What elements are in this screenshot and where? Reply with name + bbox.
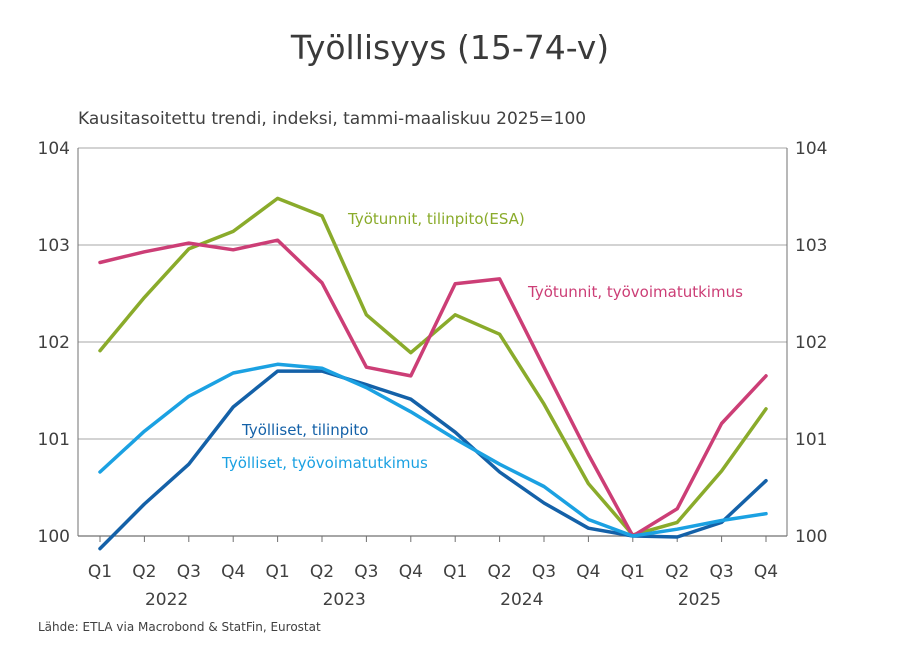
x-tick-label: Q3 [354, 562, 378, 582]
x-tick-label: Q4 [221, 562, 245, 582]
x-tick-label: Q1 [88, 562, 112, 582]
x-tick-label: Q4 [754, 562, 778, 582]
y-tick-label-right: 104 [795, 139, 827, 159]
y-tick-label-left: 102 [38, 333, 70, 353]
x-tick-label: Q2 [132, 562, 156, 582]
x-tick-label: Q3 [177, 562, 201, 582]
series-line-1 [98, 196, 768, 537]
y-tick-label-right: 103 [795, 236, 827, 256]
year-label: 2023 [323, 590, 366, 610]
x-tick-label: Q4 [576, 562, 600, 582]
series-labels: Työtunnit, tilinpito(ESA) Työtunnit, työv… [221, 210, 743, 472]
grid-lines [78, 147, 787, 537]
year-label: 2024 [500, 590, 543, 610]
y-tick-label-right: 102 [795, 333, 827, 353]
x-tick-label: Q4 [399, 562, 423, 582]
chart-title: Työllisyys (15-74-v) [290, 28, 610, 67]
x-tick-label: Q3 [709, 562, 733, 582]
y-tick-label-right: 100 [795, 527, 827, 547]
year-label: 2025 [678, 590, 721, 610]
series-label-2: Työtunnit, työvoimatutkimus [527, 283, 743, 301]
series-line-2 [98, 238, 768, 538]
y-tick-label-left: 103 [38, 236, 70, 256]
y-tick-label-left: 100 [38, 527, 70, 547]
chart-source: Lähde: ETLA via Macrobond & StatFin, Eur… [38, 620, 321, 634]
x-tick-label: Q1 [265, 562, 289, 582]
x-tick-label: Q2 [665, 562, 689, 582]
y-tick-label-right: 101 [795, 430, 827, 450]
x-tick-label: Q3 [532, 562, 556, 582]
series-label-4: Työlliset, työvoimatutkimus [221, 454, 428, 472]
axes: 100 100 101 101 102 102 103 103 104 104 Q1 Q2 Q3 Q4 Q1… [38, 139, 828, 610]
series-label-3: Työlliset, tilinpito [241, 421, 368, 439]
x-tick-label: Q2 [487, 562, 511, 582]
series-lines [98, 196, 768, 551]
x-tick-label: Q1 [621, 562, 645, 582]
series-line-4 [98, 362, 768, 538]
series-line-3 [98, 369, 768, 551]
y-tick-label-left: 101 [38, 430, 70, 450]
x-tick-label: Q1 [443, 562, 467, 582]
year-label: 2022 [145, 590, 188, 610]
x-tick-label: Q2 [310, 562, 334, 582]
series-label-1: Työtunnit, tilinpito(ESA) [347, 210, 525, 228]
y-tick-label-left: 104 [38, 139, 70, 159]
chart-subtitle: Kausitasoitettu trendi, indeksi, tammi-m… [78, 109, 587, 129]
